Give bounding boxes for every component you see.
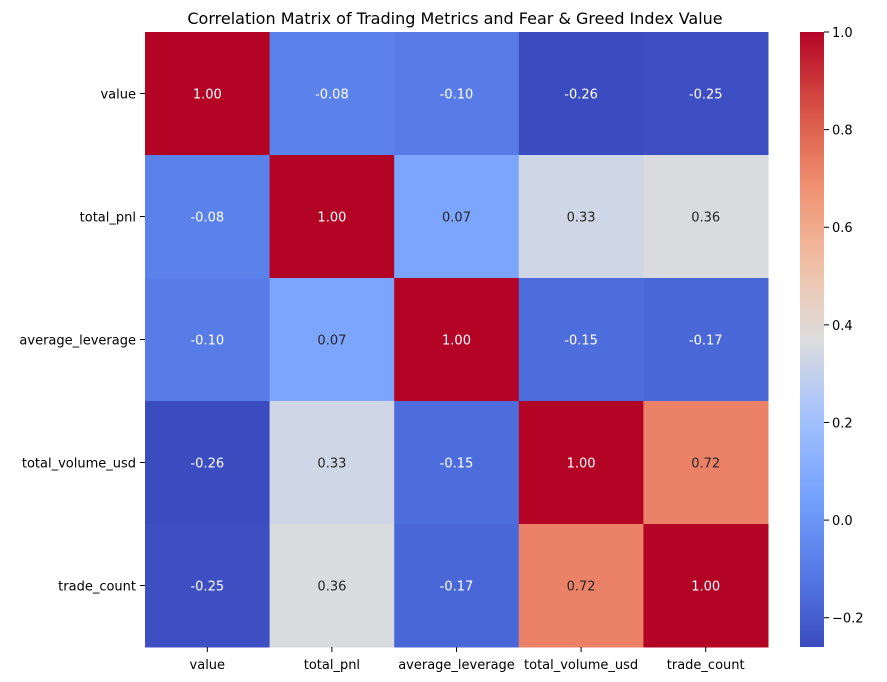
cell-value-label: 0.33: [567, 211, 596, 226]
cell-value-label: -0.17: [689, 334, 723, 349]
cell-value-label: -0.15: [440, 457, 474, 472]
cell-value-label: 1.00: [193, 88, 222, 103]
cell-value-label: -0.26: [190, 457, 224, 472]
heatmap-cell: [394, 32, 520, 156]
cell-value-label: -0.17: [440, 580, 474, 595]
cell-value-label: 0.33: [317, 457, 346, 472]
cell-value-label: -0.26: [564, 88, 598, 103]
heatmap-cell: [269, 401, 395, 525]
heatmap-cell: [643, 524, 769, 648]
cell-value-label: -0.15: [564, 334, 598, 349]
cell-value-label: -0.25: [689, 88, 723, 103]
y-tick-label: average_leverage: [19, 334, 136, 349]
colorbar-tick-label: 0.6: [832, 221, 853, 236]
x-tick-label: value: [190, 658, 226, 673]
cell-value-label: -0.08: [315, 88, 349, 103]
heatmap-cell: [394, 278, 520, 402]
colorbar-tick-label: 1.0: [832, 26, 853, 41]
cell-value-label: 1.00: [691, 580, 720, 595]
y-tick-label: total_volume_usd: [22, 457, 136, 472]
heatmap-cell: [269, 524, 395, 648]
y-tick-label: total_pnl: [80, 211, 136, 226]
cell-value-label: 1.00: [442, 334, 471, 349]
heatmap-cell: [643, 401, 769, 525]
colorbar-tick-label: 0.4: [832, 319, 853, 334]
cell-value-label: -0.08: [190, 211, 224, 226]
heatmap-cell: [518, 278, 644, 402]
heatmap-cell: [643, 32, 769, 156]
heatmap-cell: [518, 401, 644, 525]
colorbar-tick-label: −0.2: [832, 612, 864, 627]
heatmap-cell: [518, 155, 644, 279]
x-tick-label: total_volume_usd: [524, 658, 638, 673]
cell-value-label: 0.36: [691, 211, 720, 226]
heatmap-cell: [643, 278, 769, 402]
colorbar-tick-label: 0.0: [832, 514, 853, 529]
heatmap-cells: 1.00 -0.08 -0.10 -0.26 -0.25 -0.08 1.00 0.07 0.3…: [145, 32, 769, 648]
x-axis-tick-labels: value total_pnl average_leverage total_volu…: [190, 647, 745, 673]
cell-value-label: 0.72: [691, 457, 720, 472]
y-tick-label: trade_count: [58, 580, 136, 595]
heatmap-cell: [643, 155, 769, 279]
x-tick-label: average_leverage: [398, 658, 515, 673]
colorbar: −0.2 0.0 0.2 0.4 0.6 0.8 1.0: [800, 26, 864, 647]
cell-value-label: -0.25: [190, 580, 224, 595]
cell-value-label: 0.07: [317, 334, 346, 349]
heatmap-cell: [145, 278, 271, 402]
heatmap-cell: [145, 524, 271, 648]
heatmap-cell: [145, 401, 271, 525]
heatmap-cell: [145, 32, 271, 156]
cell-value-label: 1.00: [567, 457, 596, 472]
heatmap-cell: [518, 524, 644, 648]
heatmap-cell: [269, 278, 395, 402]
heatmap-cell: [269, 155, 395, 279]
heatmap-cell: [269, 32, 395, 156]
heatmap-cell: [518, 32, 644, 156]
heatmap-cell: [145, 155, 271, 279]
x-tick-label: trade_count: [667, 658, 745, 673]
heatmap-cell: [394, 524, 520, 648]
cell-value-label: 0.07: [442, 211, 471, 226]
cell-value-label: 0.72: [567, 580, 596, 595]
colorbar-tick-label: 0.2: [832, 416, 853, 431]
colorbar-tick-label: 0.8: [832, 124, 853, 139]
cell-value-label: 0.36: [317, 580, 346, 595]
y-axis-tick-labels: value total_pnl average_leverage total_volu…: [19, 88, 145, 595]
cell-value-label: 1.00: [317, 211, 346, 226]
cell-value-label: -0.10: [190, 334, 224, 349]
y-tick-label: value: [100, 88, 136, 103]
cell-value-label: -0.10: [440, 88, 474, 103]
heatmap-cell: [394, 155, 520, 279]
chart-title: Correlation Matrix of Trading Metrics an…: [187, 9, 722, 28]
x-tick-label: total_pnl: [304, 658, 360, 673]
colorbar-gradient: [800, 32, 824, 647]
heatmap-cell: [394, 401, 520, 525]
